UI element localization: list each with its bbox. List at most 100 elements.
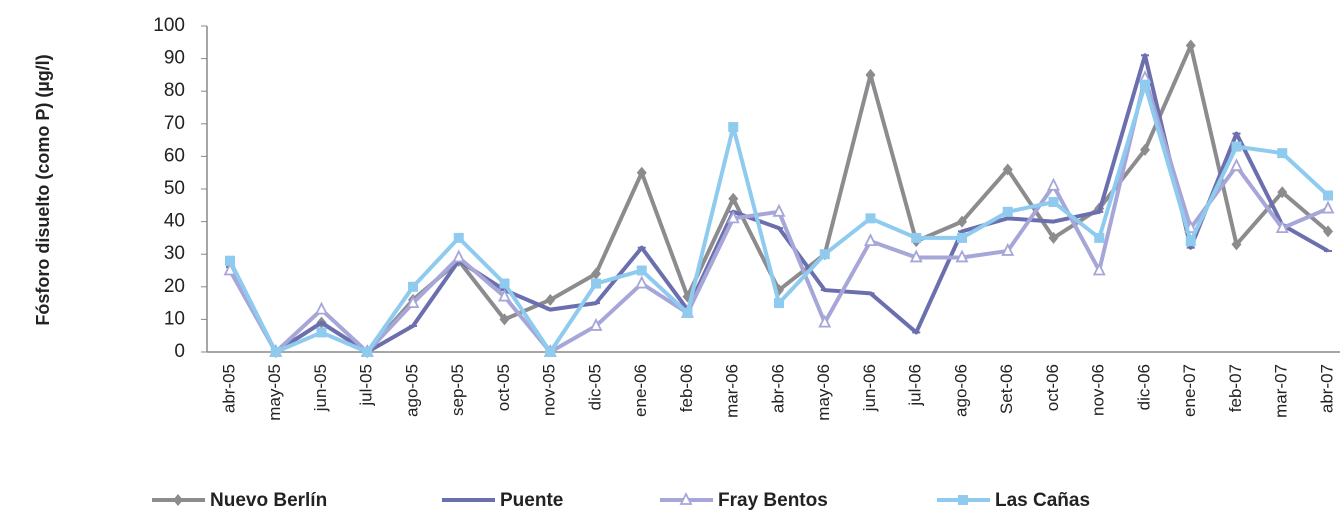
marker: [409, 324, 417, 327]
marker: [637, 246, 646, 249]
marker: [1002, 163, 1013, 176]
marker: [173, 494, 183, 506]
marker: [270, 347, 281, 357]
marker: [1047, 177, 1060, 191]
y-tick-label: 50: [164, 178, 185, 199]
marker: [315, 301, 328, 315]
marker: [912, 331, 921, 334]
x-tick-label: mar-06: [723, 364, 742, 418]
marker: [1003, 217, 1012, 220]
marker: [774, 298, 784, 309]
x-tick-label: abr-07: [1317, 364, 1336, 413]
marker: [1141, 54, 1149, 57]
marker: [1001, 242, 1015, 256]
x-tick-label: feb-07: [1226, 364, 1245, 412]
marker: [362, 347, 373, 357]
y-tick-label: 20: [164, 276, 185, 297]
legend-label: Fray Bentos: [718, 490, 828, 511]
marker: [728, 122, 739, 133]
marker: [1232, 132, 1241, 135]
marker: [958, 495, 968, 505]
marker: [1140, 79, 1150, 90]
legend-label: Nuevo Berlín: [210, 490, 327, 511]
marker: [682, 307, 693, 318]
marker: [726, 210, 740, 224]
marker: [1185, 236, 1196, 247]
marker: [589, 317, 603, 331]
marker: [1277, 148, 1288, 159]
x-tick-label: oct-06: [1043, 364, 1062, 411]
x-tick-label: ene-06: [631, 364, 650, 417]
marker: [866, 292, 875, 295]
marker: [636, 166, 647, 179]
marker: [1048, 231, 1059, 244]
marker: [316, 327, 327, 338]
y-tick-label: 10: [164, 308, 185, 329]
marker: [679, 491, 693, 505]
marker: [1277, 186, 1288, 199]
marker: [1275, 220, 1289, 234]
marker: [728, 192, 739, 205]
y-tick-label: 80: [164, 80, 185, 101]
marker: [957, 215, 967, 228]
x-tick-label: ago-05: [402, 364, 421, 417]
marker: [636, 265, 647, 276]
marker: [1321, 200, 1335, 214]
x-tick-label: ago-06: [951, 364, 970, 417]
marker: [864, 233, 877, 247]
y-tick-label: 70: [164, 113, 185, 134]
marker: [1231, 238, 1242, 251]
x-tick-label: dic-05: [585, 364, 604, 410]
marker: [545, 293, 556, 306]
marker: [1231, 141, 1242, 152]
y-tick-label: 30: [164, 243, 185, 264]
marker: [453, 232, 464, 243]
marker: [317, 321, 326, 324]
marker: [225, 255, 235, 266]
marker: [1002, 206, 1013, 217]
x-tick-label: may-06: [814, 364, 833, 421]
marker: [909, 249, 923, 263]
marker: [1323, 190, 1333, 201]
marker: [957, 232, 967, 243]
marker: [818, 314, 832, 328]
x-tick-label: may-05: [265, 364, 284, 421]
marker: [1323, 225, 1333, 238]
marker: [955, 249, 969, 263]
y-tick-label: 0: [174, 341, 185, 362]
marker: [1049, 220, 1058, 223]
y-tick-label: 100: [153, 15, 185, 36]
marker: [546, 308, 555, 311]
marker: [591, 267, 601, 280]
x-tick-label: mar-07: [1272, 364, 1291, 418]
x-tick-label: Set-06: [997, 364, 1016, 414]
marker: [775, 227, 783, 230]
y-tick-label: 90: [164, 48, 185, 69]
x-tick-label: abr-05: [219, 364, 238, 413]
y-axis-title: Fósforo disuelto (como P) (µg/l): [33, 54, 53, 325]
marker: [1094, 232, 1105, 243]
marker: [865, 213, 876, 224]
x-tick-label: abr-06: [768, 364, 787, 413]
marker: [1048, 197, 1059, 208]
x-tick-label: jul-05: [357, 364, 376, 407]
marker: [498, 288, 511, 302]
y-tick-label: 40: [164, 211, 185, 232]
x-tick-label: dic-06: [1134, 364, 1153, 410]
marker: [772, 203, 786, 217]
legend-label: Puente: [500, 490, 563, 511]
marker: [819, 249, 830, 260]
x-tick-label: feb-06: [677, 364, 696, 412]
marker: [406, 295, 420, 308]
marker: [499, 278, 510, 289]
y-tick-label: 60: [164, 145, 185, 166]
marker: [1185, 39, 1196, 52]
marker: [452, 249, 466, 263]
x-tick-label: nov-06: [1089, 364, 1108, 416]
marker: [592, 302, 600, 305]
marker: [865, 68, 876, 81]
x-tick-label: jul-06: [906, 364, 925, 407]
marker: [545, 347, 556, 357]
legend-label: Las Cañas: [995, 490, 1090, 511]
